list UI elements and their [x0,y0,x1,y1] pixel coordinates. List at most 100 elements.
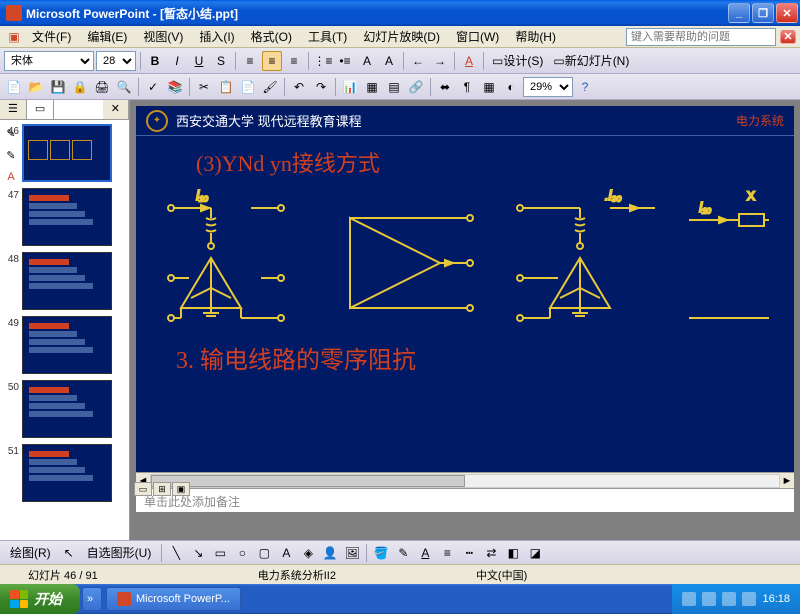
menu-insert[interactable]: 插入(I) [191,26,242,47]
expand-button[interactable]: ⬌ [435,77,455,97]
select-button[interactable]: ↖ [59,543,79,563]
picture-button[interactable]: 🖼 [342,543,362,563]
thumbnail-row[interactable]: 47 [4,188,125,246]
inc-indent-button[interactable]: → [430,51,450,71]
dec-indent-button[interactable]: ← [408,51,428,71]
preview-button[interactable]: 🔍 [114,77,134,97]
spell-button[interactable]: ✓ [143,77,163,97]
notes-pane[interactable]: 单击此处添加备注 [136,488,794,512]
thumbnail-row[interactable]: 46 [4,124,125,182]
thumbnail-row[interactable]: 48 [4,252,125,310]
show-formatting-button[interactable]: ¶ [457,77,477,97]
chart-button[interactable]: 📊 [340,77,360,97]
quick-launch[interactable]: » [82,587,102,611]
shadow-style-button[interactable]: ◧ [503,543,523,563]
normal-view-button[interactable]: ▭ [134,482,152,496]
autoshape-button[interactable]: 自选图形(U) [81,543,158,563]
thumbnail[interactable] [22,124,112,182]
wordart-button[interactable]: A [276,543,296,563]
slideshow-view-button[interactable]: ▣ [172,482,190,496]
maximize-button[interactable]: ❐ [752,3,774,23]
menu-edit[interactable]: 编辑(E) [79,26,135,47]
align-left-button[interactable]: ≡ [240,51,260,71]
slides-tab[interactable]: ▭ [27,100,54,119]
hyperlink-button[interactable]: 🔗 [406,77,426,97]
system-tray[interactable]: 16:18 [672,584,800,614]
menu-file[interactable]: 文件(F) [24,26,79,47]
textbox-button[interactable]: ▢ [254,543,274,563]
tray-icon-4[interactable] [742,592,756,606]
line-color-button[interactable]: ✎ [393,543,413,563]
font-color-button-2[interactable]: A [415,543,435,563]
help-search-input[interactable] [626,28,776,46]
menu-slideshow[interactable]: 幻灯片放映(D) [355,26,448,47]
tray-icon-2[interactable] [702,592,716,606]
thumbnail[interactable] [22,316,112,374]
clipart-button[interactable]: 👤 [320,543,340,563]
draw-menu-button[interactable]: 绘图(R) [4,543,57,563]
outline-tab[interactable]: ☰ [0,100,27,119]
open-button[interactable]: 📂 [26,77,46,97]
font-color-button[interactable]: A [459,51,479,71]
italic-button[interactable]: I [167,51,187,71]
arrow-style-button[interactable]: ⇄ [481,543,501,563]
menu-view[interactable]: 视图(V) [135,26,191,47]
dash-style-button[interactable]: ┅ [459,543,479,563]
permission-button[interactable]: 🔒 [70,77,90,97]
thumbnail[interactable] [22,380,112,438]
diagram-button[interactable]: ◈ [298,543,318,563]
rev-btn-2[interactable]: ✎ [2,146,20,164]
current-slide[interactable]: ✦ 西安交通大学 现代远程教育课程 电力系统 (3)YNd yn接线方式 İ₁₀ [136,106,794,472]
thumbnail[interactable] [22,444,112,502]
align-center-button[interactable]: ≡ [262,51,282,71]
dec-fontsize-button[interactable]: A [379,51,399,71]
research-button[interactable]: 📚 [165,77,185,97]
tray-icon-3[interactable] [722,592,736,606]
color-grayscale-button[interactable]: ◐ [501,77,521,97]
new-button[interactable]: 📄 [4,77,24,97]
horizontal-scrollbar[interactable]: ◄ ► [136,472,794,488]
line-style-button[interactable]: ≡ [437,543,457,563]
align-right-button[interactable]: ≡ [284,51,304,71]
rev-btn-3[interactable]: A [2,168,20,186]
thumbnail-row[interactable]: 49 [4,316,125,374]
design-button[interactable]: ▭ 设计(S) [488,51,547,71]
redo-button[interactable]: ↷ [311,77,331,97]
minimize-button[interactable]: _ [728,3,750,23]
undo-button[interactable]: ↶ [289,77,309,97]
rev-btn-1[interactable]: ✎ [2,124,20,142]
thumbnail[interactable] [22,188,112,246]
thumbnail-row[interactable]: 51 [4,444,125,502]
sorter-view-button[interactable]: ⊞ [153,482,171,496]
help-button[interactable]: ? [575,77,595,97]
fill-color-button[interactable]: 🪣 [371,543,391,563]
zoom-select[interactable]: 29% [523,77,573,97]
menu-window[interactable]: 窗口(W) [448,26,507,47]
line-button[interactable]: ╲ [166,543,186,563]
bullets-button[interactable]: •≡ [335,51,355,71]
grid-button[interactable]: ▦ [479,77,499,97]
3d-style-button[interactable]: ◪ [525,543,545,563]
table-button[interactable]: ▦ [362,77,382,97]
menu-format[interactable]: 格式(O) [243,26,300,47]
tables-borders-button[interactable]: ▤ [384,77,404,97]
thumbnail[interactable] [22,252,112,310]
fontsize-select[interactable]: 28 [96,51,136,71]
menu-help[interactable]: 帮助(H) [507,26,564,47]
inc-fontsize-button[interactable]: A [357,51,377,71]
print-button[interactable]: 🖨 [92,77,112,97]
font-select[interactable]: 宋体 [4,51,94,71]
format-painter-button[interactable]: 🖌 [260,77,280,97]
tray-icon-1[interactable] [682,592,696,606]
close-button[interactable]: ✕ [776,3,798,23]
paste-button[interactable]: 📄 [238,77,258,97]
cut-button[interactable]: ✂ [194,77,214,97]
taskbar-item-powerpoint[interactable]: Microsoft PowerP... [106,587,241,611]
new-slide-button[interactable]: ▭ 新幻灯片(N) [549,51,633,71]
menu-tools[interactable]: 工具(T) [300,26,355,47]
underline-button[interactable]: U [189,51,209,71]
panel-close-button[interactable]: ✕ [103,100,129,119]
numbering-button[interactable]: ⋮≡ [313,51,333,71]
oval-button[interactable]: ○ [232,543,252,563]
rect-button[interactable]: ▭ [210,543,230,563]
